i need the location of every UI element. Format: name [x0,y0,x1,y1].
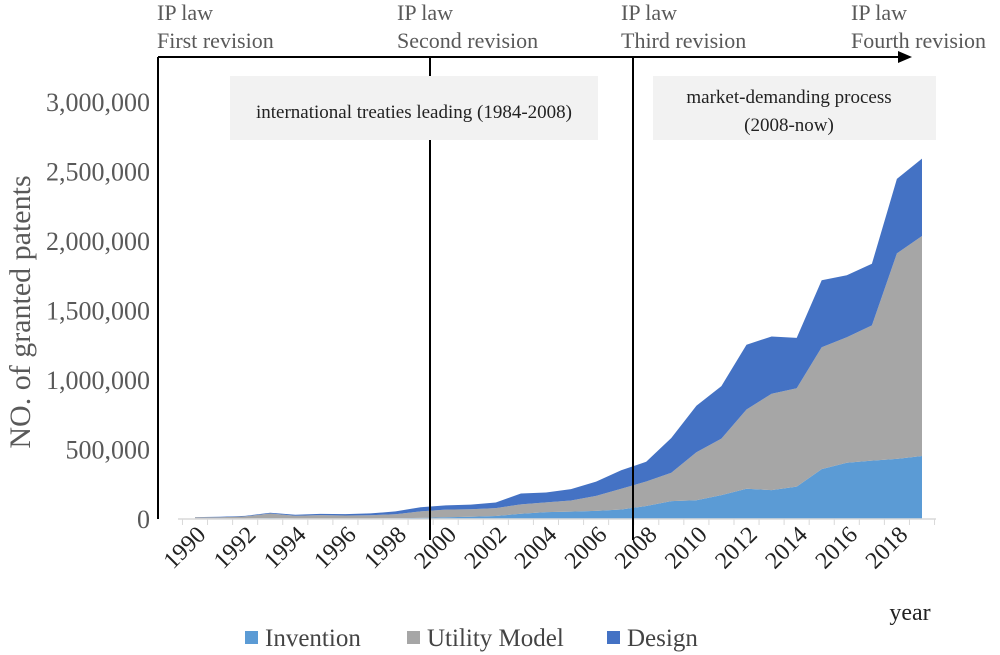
legend-swatch [245,631,258,644]
legend-entry: Invention [265,625,361,652]
legend-swatch [607,631,620,644]
y-tick-label: 1,500,000 [46,297,150,326]
x-tick-label: 2000 [410,522,462,574]
area-design [195,158,922,518]
area-utility-model [195,236,922,519]
revision-label: Third revision [621,28,746,53]
phase-label: international treaties leading (1984-200… [256,102,572,123]
x-tick-label: 2002 [460,522,512,574]
x-tick-label: 2010 [660,522,712,574]
stacked-areas [195,158,922,519]
revision-label: IP law [621,0,677,25]
x-tick-label: 2012 [710,522,762,574]
phase-box [230,76,598,140]
x-tick-label: 2004 [510,522,562,574]
legend-entry: Utility Model [427,625,564,652]
legend: Invention Utility Model Design [245,625,698,652]
x-tick-label: 2008 [610,522,662,574]
phase-box [653,76,936,140]
timeline-arrow-icon [898,51,912,63]
x-tick-label: 1996 [309,522,361,574]
phase-label: market-demanding process [686,87,891,108]
phase-label: (2008-now) [744,115,834,136]
revision-label: Fourth revision [851,28,986,53]
revision-markers: IP law First revision IP law Second revisio… [157,0,986,540]
x-axis-ticks: 1990199219941996199820002002200420062008… [159,519,936,574]
y-axis-ticks: 0 500,000 1,000,000 1,500,000 2,000,000 2,500… [46,88,150,534]
x-tick-label: 2016 [811,522,863,574]
x-tick-label: 1992 [209,522,261,574]
y-tick-label: 2,000,000 [46,227,150,256]
x-tick-label: 2018 [861,522,913,574]
x-tick-label: 1994 [259,522,311,574]
x-tick-label: 1998 [359,522,411,574]
phase-boxes: international treaties leading (1984-200… [230,76,936,140]
y-tick-label: 0 [137,505,150,534]
y-tick-label: 2,500,000 [46,158,150,187]
legend-entry: Design [627,625,698,652]
y-axis-label: NO. of granted patents [4,175,37,448]
legend-swatch [407,631,420,644]
x-tick-label: 2006 [560,522,612,574]
revision-label: IP law [397,0,453,25]
y-tick-label: 1,000,000 [46,366,150,395]
revision-label: IP law [157,0,213,25]
revision-label: Second revision [397,28,538,53]
x-tick-label: 2014 [761,522,813,574]
x-axis-label: year [889,600,930,626]
revision-label: IP law [851,0,907,25]
y-tick-label: 500,000 [66,436,151,465]
revision-label: First revision [157,28,274,53]
x-tick-label: 1990 [159,522,211,574]
area-invention [195,456,922,519]
y-tick-label: 3,000,000 [46,88,150,117]
